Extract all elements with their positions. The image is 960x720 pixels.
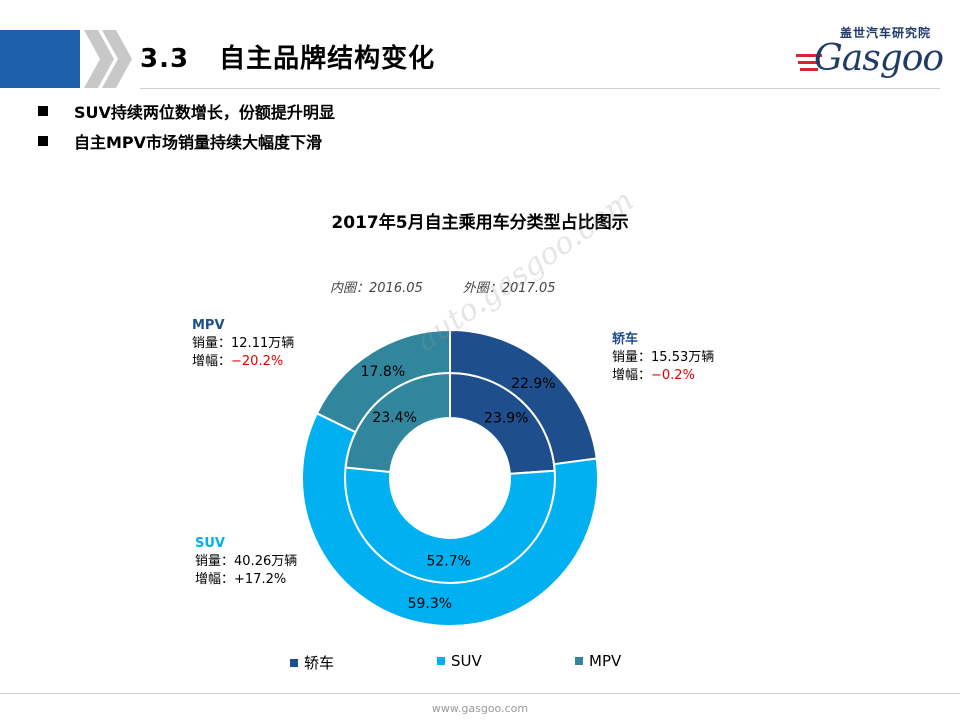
bullet-item: 自主MPV市场销量持续大幅度下滑 bbox=[38, 126, 335, 156]
inner-data-label-mpv: 23.4% bbox=[372, 410, 416, 426]
outer-data-label-mpv: 17.8% bbox=[361, 364, 405, 380]
square-bullet-icon bbox=[38, 106, 48, 116]
header-accent-bar bbox=[0, 30, 80, 88]
logo-en-text: Gasgoo bbox=[814, 38, 944, 79]
callout-suv-sales: 销量：40.26万辆 bbox=[195, 554, 298, 569]
legend-label: SUV bbox=[451, 652, 482, 670]
callout-suv-name: SUV bbox=[195, 536, 225, 551]
inner-data-label-sedan: 23.9% bbox=[484, 411, 528, 427]
bullet-item: SUV持续两位数增长，份额提升明显 bbox=[38, 96, 335, 126]
ring-note-outer: 外圈：2017.05 bbox=[462, 281, 556, 296]
callout-sedan-growth: 增幅：−0.2% bbox=[612, 368, 695, 383]
callout-sedan-sales: 销量：15.53万辆 bbox=[612, 350, 715, 365]
legend-item-suv: SUV bbox=[437, 652, 482, 670]
logo-cn-text: 盖世汽车研究院 bbox=[840, 26, 932, 40]
callout-mpv-sales: 销量：12.11万辆 bbox=[192, 336, 295, 351]
callout-mpv: MPV 销量：12.11万辆 增幅：−20.2% bbox=[192, 317, 294, 371]
outer-slice-suv bbox=[301, 411, 599, 627]
callout-mpv-name: MPV bbox=[192, 318, 225, 333]
footer-divider bbox=[0, 693, 960, 694]
inner-data-label-suv: 52.7% bbox=[426, 553, 470, 569]
callout-suv: SUV 销量：40.26万辆 增幅：+17.2% bbox=[195, 535, 297, 589]
callout-mpv-growth: 增幅：−20.2% bbox=[192, 354, 284, 369]
logo-stripes-icon bbox=[796, 54, 822, 71]
outer-data-label-sedan: 22.9% bbox=[511, 376, 555, 392]
section-number: 3.3 bbox=[140, 44, 190, 74]
legend-swatch bbox=[575, 657, 583, 665]
chart-legend: 轿车 SUV MPV bbox=[0, 652, 960, 674]
callout-sedan: 轿车 销量：15.53万辆 增幅：−0.2% bbox=[612, 331, 714, 385]
header-chevrons-icon bbox=[84, 30, 132, 88]
bullet-text: SUV持续两位数增长，份额提升明显 bbox=[74, 103, 335, 122]
legend-item-mpv: MPV bbox=[575, 652, 621, 670]
legend-item-sedan: 轿车 bbox=[290, 652, 334, 673]
ring-note: 内圈：2016.05 外圈：2017.05 bbox=[330, 277, 556, 296]
callout-sedan-name: 轿车 bbox=[612, 332, 639, 347]
legend-label: MPV bbox=[589, 652, 622, 670]
bullet-text: 自主MPV市场销量持续大幅度下滑 bbox=[74, 133, 323, 152]
outer-slice-mpv bbox=[315, 328, 451, 434]
square-bullet-icon bbox=[38, 136, 48, 146]
ring-note-inner: 内圈：2016.05 bbox=[330, 281, 423, 296]
outer-data-label-suv: 59.3% bbox=[408, 596, 452, 612]
gasgoo-logo: 盖世汽车研究院 Gasgoo bbox=[796, 22, 946, 82]
callout-suv-growth: 增幅：+17.2% bbox=[195, 572, 287, 587]
section-title: 自主品牌结构变化 bbox=[219, 44, 436, 74]
footer-url: www.gasgoo.com bbox=[431, 702, 529, 715]
chart-title: 2017年5月自主乘用车分类型占比图示 bbox=[331, 213, 629, 233]
header-divider bbox=[140, 88, 940, 89]
legend-swatch bbox=[290, 658, 298, 667]
bullet-list: SUV持续两位数增长，份额提升明显 自主MPV市场销量持续大幅度下滑 bbox=[38, 96, 335, 156]
legend-label: 轿车 bbox=[304, 654, 335, 672]
page-title: 3.3 自主品牌结构变化 bbox=[140, 36, 435, 82]
legend-swatch bbox=[437, 657, 445, 665]
